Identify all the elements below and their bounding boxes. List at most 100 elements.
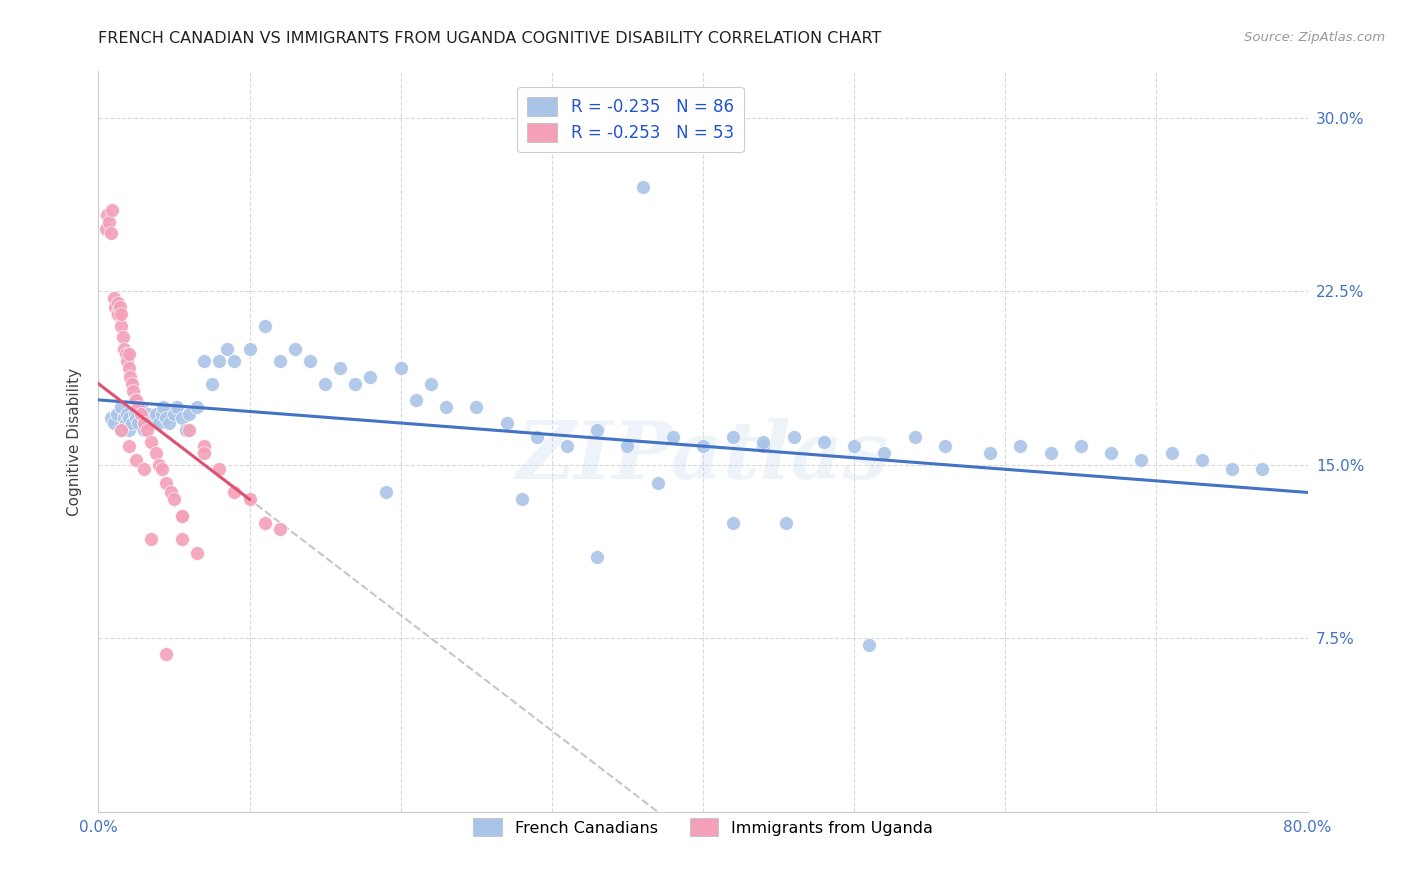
Point [752,439,775,453]
Point [179,423,201,437]
Point [253,318,276,333]
Point [121,376,143,391]
Text: Source: ZipAtlas.com: Source: ZipAtlas.com [1244,31,1385,45]
Point [170,508,193,523]
Point [647,476,669,491]
Point [186,545,208,560]
Point [145,407,167,421]
Point [526,430,548,444]
Point [107,307,129,321]
Point [112,342,135,356]
Point [142,411,165,425]
Point [141,416,163,430]
Point [125,392,148,407]
Point [96,208,118,222]
Point [129,400,152,414]
Point [193,353,215,368]
Point [170,411,193,425]
Point [1130,453,1153,467]
Point [111,330,134,344]
Point [114,346,136,360]
Point [269,353,291,368]
Point [152,400,174,414]
Point [179,407,201,421]
Point [127,400,149,414]
Point [108,301,131,315]
Point [253,516,276,530]
Point [150,462,173,476]
Point [174,423,197,437]
Y-axis label: Cognitive Disability: Cognitive Disability [67,368,83,516]
Point [1039,446,1062,460]
Text: ZIPatlas: ZIPatlas [517,417,889,495]
Point [858,638,880,652]
Point [1191,453,1213,467]
Point [555,439,578,453]
Point [813,434,835,449]
Point [148,458,170,472]
Point [100,411,122,425]
Point [100,227,122,241]
Point [374,485,396,500]
Point [299,353,322,368]
Point [155,648,177,662]
Point [215,342,238,356]
Point [163,492,186,507]
Point [1099,446,1122,460]
Legend: French Canadians, Immigrants from Uganda: French Canadians, Immigrants from Uganda [465,810,941,845]
Point [118,346,141,360]
Point [124,392,146,407]
Point [723,430,745,444]
Point [405,392,427,407]
Point [239,342,262,356]
Point [661,430,683,444]
Point [125,411,148,425]
Point [145,446,167,460]
Point [120,369,142,384]
Point [329,360,352,375]
Point [132,462,155,476]
Point [107,295,129,310]
Point [159,416,181,430]
Point [631,180,654,194]
Point [160,485,183,500]
Point [208,353,231,368]
Point [163,407,186,421]
Point [586,550,609,565]
Point [208,462,231,476]
Point [103,291,125,305]
Point [224,485,246,500]
Point [150,407,173,421]
Point [752,434,775,449]
Point [104,301,127,315]
Point [118,423,141,437]
Point [132,411,155,425]
Point [284,342,307,356]
Point [723,516,745,530]
Point [979,446,1001,460]
Point [775,516,797,530]
Point [904,430,927,444]
Point [110,318,132,333]
Point [873,446,896,460]
Point [129,407,152,421]
Point [124,407,146,421]
Point [1251,462,1274,476]
Point [186,400,208,414]
Point [344,376,367,391]
Point [193,446,215,460]
Point [193,439,215,453]
Point [510,492,533,507]
Point [155,411,177,425]
Point [269,523,291,537]
Point [434,400,457,414]
Point [115,353,138,368]
Point [112,411,135,425]
Point [110,400,132,414]
Point [586,423,609,437]
Point [170,508,193,523]
Point [101,203,124,218]
Point [1070,439,1092,453]
Point [118,360,141,375]
Point [135,416,157,430]
